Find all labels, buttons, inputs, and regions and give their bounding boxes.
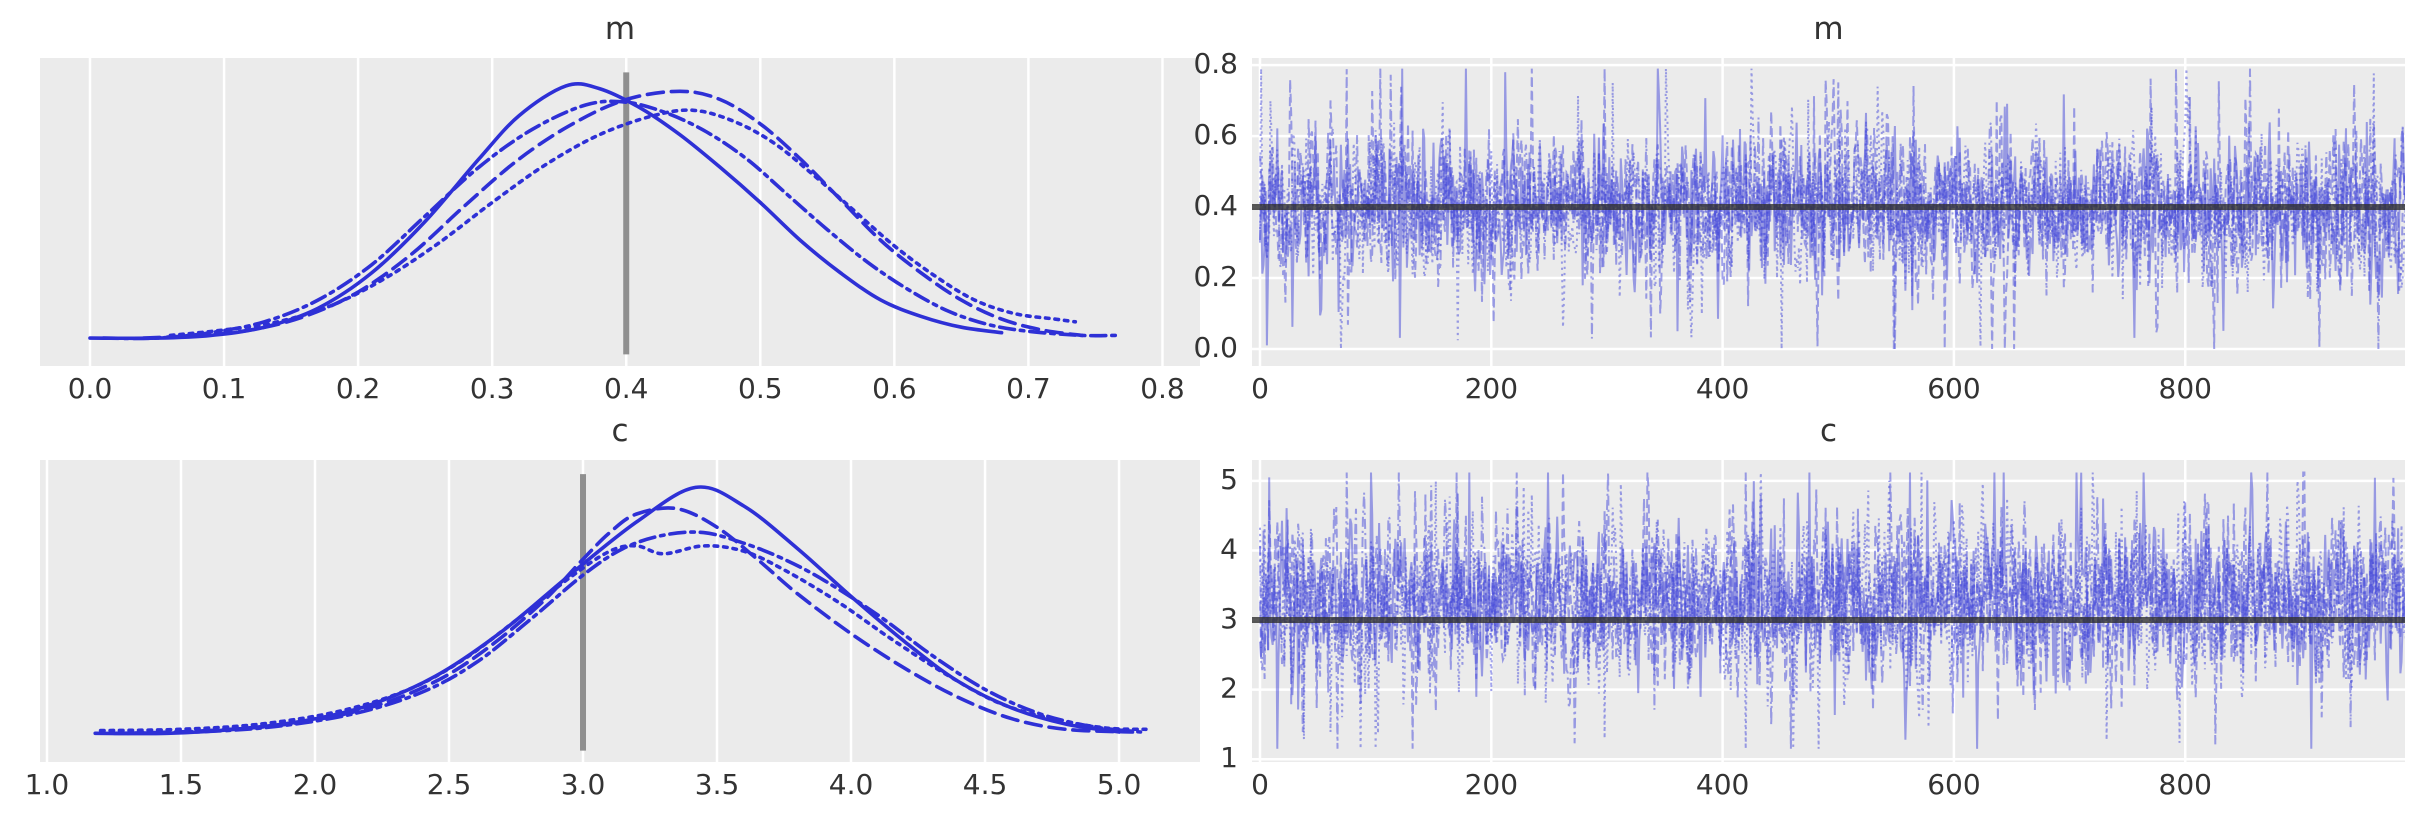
x-tick-label: 0.5 [738, 372, 783, 405]
trace-line-chain-1 [1259, 471, 2405, 749]
x-tick-label: 400 [1696, 372, 1749, 405]
trace-line-chain-3 [1259, 472, 2405, 749]
x-tick-label: 800 [2159, 372, 2212, 405]
kde-curve-chain-2 [168, 108, 1078, 338]
x-tick-label: 200 [1465, 372, 1518, 405]
x-tick-label: 3.0 [561, 768, 606, 801]
x-tick-label: 0.1 [202, 372, 247, 405]
y-tick-label: 1 [1220, 741, 1238, 774]
y-tick-label: 5 [1220, 463, 1238, 496]
y-tick-label: 4 [1220, 532, 1238, 565]
x-tick-label: 1.0 [25, 768, 70, 801]
x-tick-label: 0.7 [1006, 372, 1051, 405]
x-tick-label: 600 [1927, 768, 1980, 801]
x-tick-label: 1.5 [159, 768, 204, 801]
subplot-kde-m: 0.0 0.1 0.2 0.3 0.4 0.5 0.6 0.7 0.8 [40, 58, 1200, 405]
y-tick-label: 0.0 [1193, 331, 1238, 364]
subplot-trace-c: 0 200 400 600 800 1 2 3 4 5 [1220, 460, 2405, 801]
x-tick-label: 3.5 [695, 768, 740, 801]
x-tick-label: 0 [1251, 372, 1269, 405]
axes-background [40, 58, 1200, 366]
x-tick-label: 0.6 [872, 372, 917, 405]
kde-curve-chain-0 [93, 485, 1121, 736]
y-tick-label: 2 [1220, 672, 1238, 705]
x-tick-label: 600 [1927, 372, 1980, 405]
title-kde-m: m [604, 11, 636, 47]
subplot-trace-m: 0 200 400 600 800 0.0 0.2 0.4 0.6 0.8 [1193, 47, 2405, 405]
title-kde-c: c [611, 413, 629, 449]
x-tick-label: 0.4 [604, 372, 649, 405]
x-tick-label: 4.5 [963, 768, 1008, 801]
x-tick-label: 0.3 [470, 372, 515, 405]
axes-background [40, 460, 1200, 762]
x-tick-label: 0 [1251, 768, 1269, 801]
x-tick-label: 2.5 [427, 768, 472, 801]
x-tick-label: 800 [2159, 768, 2212, 801]
x-tick-label: 0.2 [336, 372, 381, 405]
title-trace-c: c [1819, 413, 1838, 449]
y-tick-label: 3 [1220, 602, 1238, 635]
trace-line-chain-1 [1259, 68, 2405, 350]
kde-curve-chain-2 [98, 543, 1148, 733]
y-tick-label: 0.8 [1193, 47, 1238, 80]
x-tick-label: 0.8 [1140, 372, 1185, 405]
title-trace-m: m [1813, 11, 1844, 47]
x-tick-label: 0.0 [68, 372, 113, 405]
y-tick-label: 0.4 [1193, 189, 1238, 222]
x-tick-label: 200 [1465, 768, 1518, 801]
subplot-kde-c: 1.0 1.5 2.0 2.5 3.0 3.5 4.0 4.5 5.0 [25, 460, 1200, 801]
y-tick-label: 0.2 [1193, 260, 1238, 293]
kde-curve-chain-1 [125, 506, 1135, 736]
x-tick-label: 400 [1696, 768, 1749, 801]
x-tick-label: 5.0 [1097, 768, 1142, 801]
x-tick-label: 2.0 [293, 768, 338, 801]
y-tick-label: 0.6 [1193, 118, 1238, 151]
kde-curve-chain-3 [101, 99, 1118, 341]
kde-curve-chain-3 [112, 530, 1143, 736]
x-tick-label: 4.0 [829, 768, 874, 801]
